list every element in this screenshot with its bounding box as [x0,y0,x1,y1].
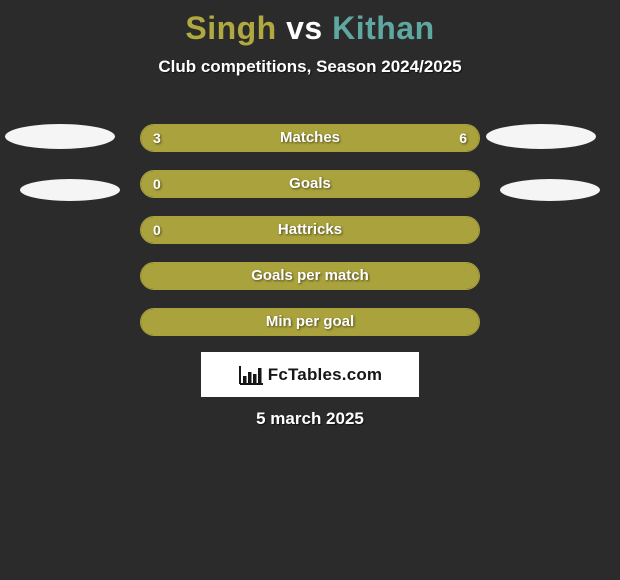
stat-value-right: 6 [459,125,467,151]
title-vs: vs [286,10,323,46]
player1-photo [5,124,115,149]
stat-label: Matches [141,125,479,151]
stat-label: Goals per match [141,263,479,289]
title-player1: Singh [185,10,276,46]
brand-badge: FcTables.com [201,352,419,397]
stat-value-left: 0 [153,171,161,197]
stat-label: Goals [141,171,479,197]
stat-row: Matches3 6 [140,124,480,152]
page-title: Singh vs Kithan [0,0,620,47]
stat-row: Goals0 [140,170,480,198]
brand-text: FcTables.com [268,365,383,385]
stat-row: Goals per match [140,262,480,290]
comparison-bars: Matches36Goals0Hattricks0Goals per match… [140,124,480,354]
stat-label: Min per goal [141,309,479,335]
stat-value-left: 0 [153,217,161,243]
player1-photo-2 [20,179,120,201]
player2-photo [486,124,596,149]
title-player2: Kithan [332,10,435,46]
stat-row: Min per goal [140,308,480,336]
bar-chart-icon [238,364,264,386]
stat-row: Hattricks0 [140,216,480,244]
date-text: 5 march 2025 [0,409,620,429]
subtitle: Club competitions, Season 2024/2025 [0,57,620,77]
player2-photo-2 [500,179,600,201]
stat-value-left: 3 [153,125,161,151]
stat-label: Hattricks [141,217,479,243]
